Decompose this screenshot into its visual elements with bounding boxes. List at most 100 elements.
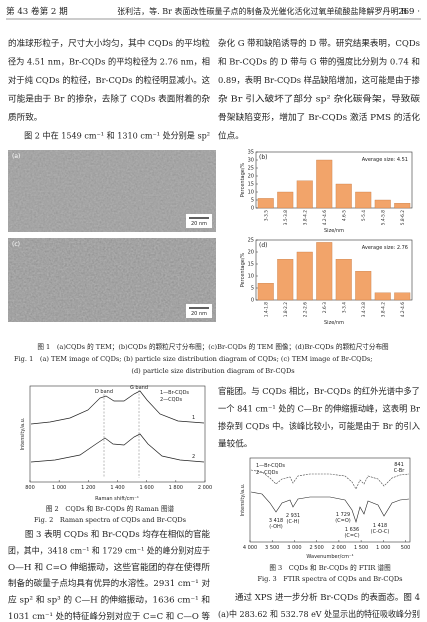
running-title: 张利洁，等. Br 表面改性碳量子点的制备及光催化活化过氧单硫酸盐降解罗丹明 B (117, 6, 407, 16)
annotation: 3 418 (269, 518, 283, 524)
annotation: 1 418 (373, 523, 387, 529)
body-line: 一个 841 cm⁻¹ 处的 C—Br 的伸缩振动峰，这表明 Br (218, 403, 421, 415)
body-line: 的准球形粒子，尺寸大小均匀，其中 CQDs 的平均粒 (8, 37, 210, 49)
annotation: C-Br (394, 468, 406, 474)
annotation: (C-H) (287, 519, 300, 525)
y-tick-label: 25 (248, 166, 254, 172)
y-tick-label: 0 (251, 298, 254, 304)
tem-texture (8, 238, 216, 322)
bar (277, 259, 294, 301)
figure-caption: (d) particle size distribution diagram o… (131, 367, 295, 375)
body-line: 掺杂到 CQDs 中。该峰比较小，可能是由于 Br 的引入 (218, 420, 420, 432)
x-tick-label: 2 000 (332, 545, 346, 551)
annotation: 1 729 (336, 512, 350, 518)
curve-label: 1 (192, 415, 195, 421)
body-line: 杂 Br 引入破坏了部分 sp² 杂化碳骨架，导致碳 (218, 93, 420, 105)
page-number: · 269 · (393, 7, 420, 17)
panel-label: (b) (259, 154, 268, 161)
y-tick-label: 20 (248, 174, 254, 180)
x-tick-label: 1 400 (110, 485, 124, 491)
body-line: 制备的碳量子点均具有优异的水溶性。2931 cm⁻¹ 对 (8, 577, 210, 589)
x-tick-label: 1 800 (169, 485, 183, 491)
x-tick-label: 5.4-5.8 (380, 210, 386, 225)
annotation: 1 636 (345, 527, 359, 533)
y-tick-label: 30 (248, 158, 254, 164)
figure-caption: 图 3 CQDs 和 Br-CQDs 的 FTIR 谱图 (269, 563, 391, 572)
body-line: 径为 4.51 nm，Br-CQDs 的平均粒径为 2.76 nm，相 (8, 56, 210, 68)
annotation: (C=O) (335, 518, 351, 524)
scale-label: 20 nm (191, 311, 207, 317)
annotation: (-OH) (269, 524, 283, 530)
bar (355, 191, 372, 209)
x-tick-label: 2.2-2.6 (302, 302, 308, 317)
body-line: 杂化 G 带和缺陷诱导的 D 带。研究结果表明，CQDs (218, 37, 420, 49)
body-line: 官能团。与 CQDs 相比，Br-CQDs 的红外光谱中多了 (218, 385, 420, 397)
body-line: O—H 和 C=O 伸缩振动，这些官能团的存在使得所 (8, 561, 210, 573)
legend-entry: 1—Br-CQDs (256, 463, 285, 469)
body-line: 对于纯 CQDs 的粒径，Br-CQDs 的粒径明显减小。这 (8, 74, 210, 86)
figure-caption: 图 2 CQDs 和 Br-CQDs 的 Raman 图谱 (46, 504, 175, 513)
figure-caption: 图 1 (a)CQDs 的 TEM；(b)CQDs 的颗粒尺寸分布图；(c)Br… (37, 342, 389, 351)
body-line: 位点。 (218, 130, 244, 142)
annotation: 841 (394, 462, 404, 468)
body-line: 可能是由于 Br 的掺杂，去除了 CQDs 表面附着的杂 (8, 93, 210, 105)
annotation: Average size: 2.76 (362, 245, 408, 251)
legend-entry: 2—CQDs (160, 397, 182, 403)
band-label: G band (130, 385, 148, 391)
y-tick-label: 10 (248, 190, 254, 196)
body-line: 图 2 中在 1549 cm⁻¹ 和 1310 cm⁻¹ 处分别是 sp² (8, 130, 210, 142)
x-tick-label: 5.8-6.2 (400, 210, 406, 225)
y-axis-label: Intensity/a.u. (240, 483, 246, 516)
x-tick-label: 2 500 (310, 545, 324, 551)
band-label: D band (95, 389, 113, 395)
x-tick-label: 1.8-2.2 (283, 302, 289, 317)
tem-texture (8, 150, 216, 232)
y-tick-label: 25 (248, 238, 254, 244)
y-tick-label: 15 (248, 182, 254, 188)
y-tick-label: 5 (251, 286, 254, 292)
annotation: Average size: 4.51 (362, 157, 408, 163)
x-axis-label: Size/nm (324, 320, 344, 326)
y-tick-label: 20 (248, 250, 254, 256)
body-line: 团，其中，3418 cm⁻¹ 和 1729 cm⁻¹ 处的峰分别对应于 (8, 544, 210, 556)
x-tick-label: 3.8-4.2 (380, 302, 386, 317)
body-line: 骨架缺陷变形，增加了 Br-CQDs 激活 PMS 的活化 (218, 111, 420, 123)
x-tick-label: 1 000 (52, 485, 66, 491)
x-tick-label: 4.2-4.6 (322, 210, 328, 225)
x-tick-label: 1 000 (376, 545, 390, 551)
x-tick-label: 2 000 (198, 485, 212, 491)
curve-label: 2 (192, 454, 195, 460)
x-tick-label: 3.5-3.8 (283, 210, 289, 225)
x-axis-label: Raman shift/cm⁻¹ (95, 496, 139, 502)
panel-label: (c) (12, 241, 20, 248)
x-tick-label: 3-3.4 (341, 302, 347, 313)
x-axis-label: Wavenumber/cm⁻¹ (306, 554, 353, 560)
x-tick-label: 3.4-3.8 (361, 302, 367, 317)
x-tick-label: 1 200 (81, 485, 95, 491)
bar (257, 198, 274, 209)
x-tick-label: 1 500 (354, 545, 368, 551)
x-tick-label: 3 000 (287, 545, 301, 551)
plot-frame (249, 457, 411, 543)
legend-entry: 2—CQDs (256, 470, 278, 476)
figure-caption: Fig. 1 (a) TEM image of CQDs; (b) partic… (14, 355, 372, 363)
ftir-curve (250, 491, 410, 524)
annotation: 2 931 (286, 513, 300, 519)
body-line: (a)中 283.62 和 532.78 eV 处显示出的特征吸收峰分别 (218, 608, 420, 620)
body-line: 质所致。 (8, 111, 42, 123)
legend-entry: 1—Br-CQDs (160, 390, 189, 396)
y-tick-label: 0 (251, 206, 254, 212)
figure-caption: Fig. 2 Raman spectra of CQDs and Br-CQDs (34, 516, 187, 524)
bar (296, 251, 313, 301)
annotation: (C-O-C) (371, 529, 390, 535)
x-tick-label: 500 (401, 545, 411, 551)
body-line: 通过 XPS 进一步分析 Br-CQDs 的表面态。图 4 (218, 591, 421, 603)
x-tick-label: 3.8-4.2 (302, 210, 308, 225)
y-tick-label: 10 (248, 274, 254, 280)
y-tick-label: 35 (248, 150, 254, 156)
bar (374, 199, 391, 209)
x-tick-label: 4.2-4.6 (400, 302, 406, 317)
bar (316, 159, 333, 209)
x-tick-label: 5-5.4 (361, 210, 367, 221)
x-tick-label: 2.6-3 (322, 302, 328, 313)
